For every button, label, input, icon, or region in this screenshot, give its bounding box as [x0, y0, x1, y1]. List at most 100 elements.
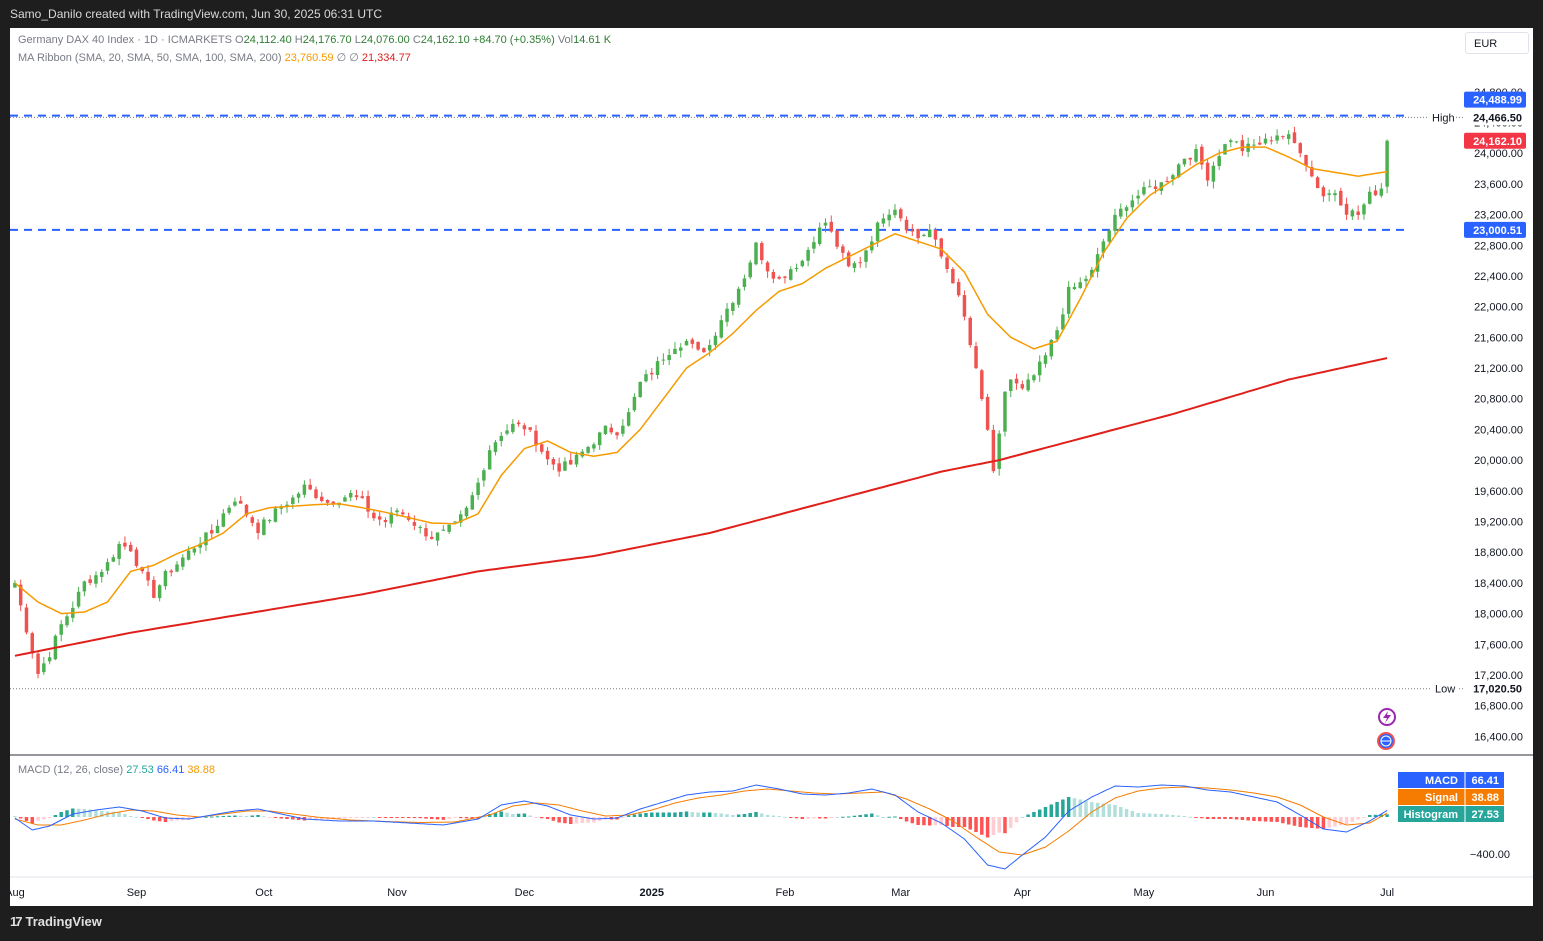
histogram-bar — [713, 813, 718, 817]
candle — [1269, 136, 1274, 145]
histogram-bar — [540, 817, 544, 819]
candle-body — [904, 219, 909, 231]
candle-body — [1252, 144, 1256, 146]
chart-frame[interactable]: Aug Sep Oct Nov Dec 2025 Feb Mar Apr May Jun Jul 24… — [10, 28, 1533, 906]
histogram-bar — [731, 815, 735, 817]
candle — [858, 256, 862, 268]
candle-body — [389, 512, 393, 524]
candle — [696, 341, 700, 351]
candle — [470, 491, 475, 510]
badge-macd-bg — [1398, 772, 1504, 788]
candle-body — [1107, 230, 1111, 242]
symbol-legend[interactable]: Germany DAX 40 Index · 1D · ICMARKETS O2… — [18, 34, 611, 46]
low-text-label-text: Low — [1435, 684, 1455, 696]
candle — [250, 515, 255, 527]
globe-icon[interactable] — [1377, 732, 1395, 750]
badge-histogram-bg — [1398, 806, 1504, 822]
histogram-bar — [951, 817, 955, 827]
candle-body — [667, 355, 671, 361]
histogram-bar — [418, 817, 422, 819]
candle-body — [430, 536, 434, 539]
candle — [644, 369, 648, 383]
candle-body — [956, 282, 961, 296]
histogram-bar — [777, 816, 781, 817]
histogram-bar — [447, 817, 451, 819]
candle-body — [899, 209, 903, 219]
candle — [157, 584, 162, 602]
candle — [817, 222, 822, 246]
footer-bar — [0, 906, 1543, 941]
candle-body — [852, 263, 857, 268]
histogram-bar — [1229, 817, 1233, 819]
candle — [273, 506, 278, 523]
candle — [215, 519, 220, 534]
candle-body — [76, 591, 81, 607]
ma-label[interactable]: MA Ribbon (SMA, 20, SMA, 50, SMA, 100, S… — [18, 52, 282, 64]
histogram-bar — [13, 816, 17, 817]
candle — [812, 236, 816, 254]
candle — [36, 651, 40, 679]
candle — [1234, 141, 1239, 144]
candle — [765, 260, 770, 278]
candle-body — [1055, 330, 1059, 340]
histogram-bar — [800, 817, 805, 819]
candle — [65, 613, 69, 628]
candle-body — [678, 347, 683, 351]
histogram-bar — [296, 817, 301, 820]
candle — [279, 504, 283, 515]
candle-body — [30, 633, 35, 654]
candle — [592, 442, 596, 452]
candle — [789, 266, 793, 281]
candle-body — [1304, 154, 1308, 166]
tradingview-logo[interactable]: 17 TradingView — [10, 914, 102, 929]
histogram-bar — [314, 817, 318, 820]
candle — [626, 407, 631, 427]
candle-body — [366, 495, 370, 512]
lightning-icon[interactable] — [1378, 708, 1396, 726]
candle — [667, 348, 671, 366]
candle-body — [621, 425, 625, 434]
badge-histogram-value: 27.53 — [1471, 809, 1499, 821]
candle-body — [615, 432, 619, 436]
histogram-bar — [806, 817, 810, 819]
histogram-bar — [30, 817, 35, 824]
candle — [887, 209, 891, 227]
histogram-bar — [1043, 807, 1048, 817]
candle — [1229, 138, 1233, 148]
candle — [1136, 189, 1140, 205]
histogram-bar — [1171, 815, 1175, 817]
chart-canvas[interactable]: Aug Sep Oct Nov Dec 2025 Feb Mar Apr May Jun Jul 24… — [10, 28, 1533, 906]
candle-body — [713, 335, 718, 346]
candle-body — [1292, 132, 1297, 143]
candle — [835, 230, 839, 250]
ma-legend[interactable]: MA Ribbon (SMA, 20, SMA, 50, SMA, 100, S… — [18, 51, 411, 64]
histogram-bar — [1286, 817, 1291, 825]
histogram-bar — [910, 817, 915, 824]
candle-body — [308, 484, 312, 490]
symbol-name[interactable]: Germany DAX 40 Index · 1D · ICMARKETS — [18, 34, 232, 46]
candle — [366, 490, 370, 519]
histogram-bar — [134, 816, 139, 818]
open-value: 24,112.40 — [243, 34, 292, 46]
candle — [881, 213, 886, 228]
currency-selector[interactable]: EUR — [1465, 32, 1529, 54]
histogram-bar — [464, 817, 469, 819]
candle-body — [505, 430, 509, 434]
candle-body — [511, 423, 515, 432]
candle — [1078, 277, 1082, 289]
histogram-bar — [1257, 817, 1262, 822]
histogram-bar — [476, 817, 480, 819]
badge-last-price: 24,162.10 — [1464, 132, 1526, 149]
candle — [713, 332, 718, 350]
candle — [638, 381, 642, 398]
histogram-bar — [1321, 817, 1326, 829]
candle-body — [1310, 167, 1314, 177]
candle-body — [887, 214, 891, 221]
macd-label[interactable]: MACD (12, 26, close) — [18, 764, 124, 776]
candle-body — [1130, 200, 1135, 208]
candle — [389, 507, 393, 528]
histogram-bar — [238, 815, 243, 817]
price-axis: 24,800.0024,400.0024,000.0023,600.0023,2… — [1470, 87, 1523, 861]
candle — [956, 278, 961, 297]
macd-legend[interactable]: MACD (12, 26, close) 27.53 66.41 38.88 — [18, 764, 215, 776]
